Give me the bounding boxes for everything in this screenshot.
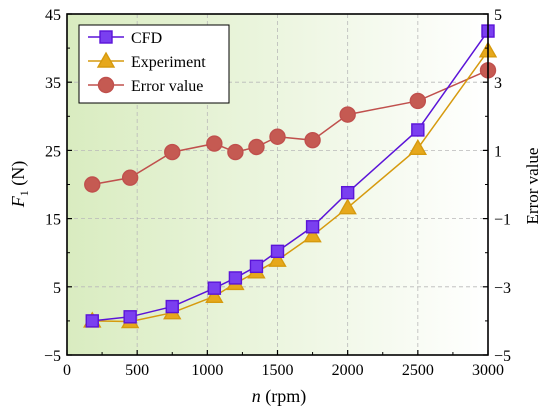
data-point-circle (339, 106, 356, 123)
axes: 0 500 1000 1500 2000 2500 3000−5515253545−5−3−… (44, 7, 511, 379)
legend: CFD Experiment Error value (78, 24, 230, 104)
x-tick-label: 2000 (332, 362, 364, 379)
x-tick-label: 0 (63, 362, 71, 379)
data-point-triangle (303, 226, 322, 243)
x-axis-label: n (rpm) (252, 386, 306, 407)
y-left-tick-label: 5 (53, 280, 61, 297)
y-right-tick-label: 3 (494, 75, 502, 92)
y-right-tick-label: −1 (494, 212, 511, 229)
data-point-circle (227, 143, 244, 161)
data-point-square (270, 244, 285, 259)
x-tick-label: 1500 (262, 362, 294, 379)
data-point-square (228, 271, 243, 285)
x-tick-label: 3000 (472, 362, 504, 379)
x-tick-label: 1000 (191, 362, 223, 379)
y-left-axis-label: F1 (N) (8, 161, 31, 209)
y-left-tick-label: 25 (45, 143, 61, 160)
legend-label: CFD (131, 30, 162, 47)
data-point-circle (206, 135, 223, 152)
y-right-tick-label: −5 (494, 348, 511, 365)
data-point-triangle (408, 138, 428, 156)
y-right-axis-label: Error value (523, 148, 542, 225)
data-point-square (411, 123, 425, 137)
legend-label: Experiment (131, 54, 206, 71)
data-point-circle (248, 138, 265, 156)
data-point-square (249, 259, 264, 274)
data-point-triangle (205, 286, 224, 304)
y-left-tick-label: −5 (44, 348, 61, 365)
data-point-square (305, 220, 320, 234)
data-point-circle (409, 92, 427, 110)
data-point-triangle (268, 250, 287, 267)
legend-label: Error value (131, 78, 203, 95)
series-cfd (85, 24, 495, 328)
y-right-tick-label: 5 (494, 7, 502, 24)
data-point-circle (121, 169, 139, 186)
data-point-circle (304, 131, 321, 149)
y-right-tick-label: −3 (494, 280, 511, 297)
data-point-circle (84, 176, 101, 193)
data-point-square (123, 310, 137, 324)
series-layer (83, 24, 498, 329)
data-point-circle (269, 128, 286, 145)
x-tick-label: 500 (125, 362, 149, 379)
data-point-circle (164, 143, 181, 161)
x-tick-label: 2500 (402, 362, 434, 379)
y-left-tick-label: 45 (45, 7, 61, 24)
data-point-triangle (338, 198, 357, 215)
y-right-tick-label: 1 (494, 143, 502, 160)
y-left-tick-label: 35 (45, 75, 61, 92)
legend-marker-square (99, 30, 113, 44)
y-left-tick-label: 15 (45, 212, 61, 229)
data-point-square (340, 185, 355, 200)
data-point-square (165, 299, 179, 314)
data-point-square (207, 281, 222, 295)
legend-marker-triangle (96, 51, 116, 68)
legend-marker-circle (97, 76, 115, 94)
data-point-square (85, 314, 99, 328)
series-error-value (84, 62, 497, 193)
